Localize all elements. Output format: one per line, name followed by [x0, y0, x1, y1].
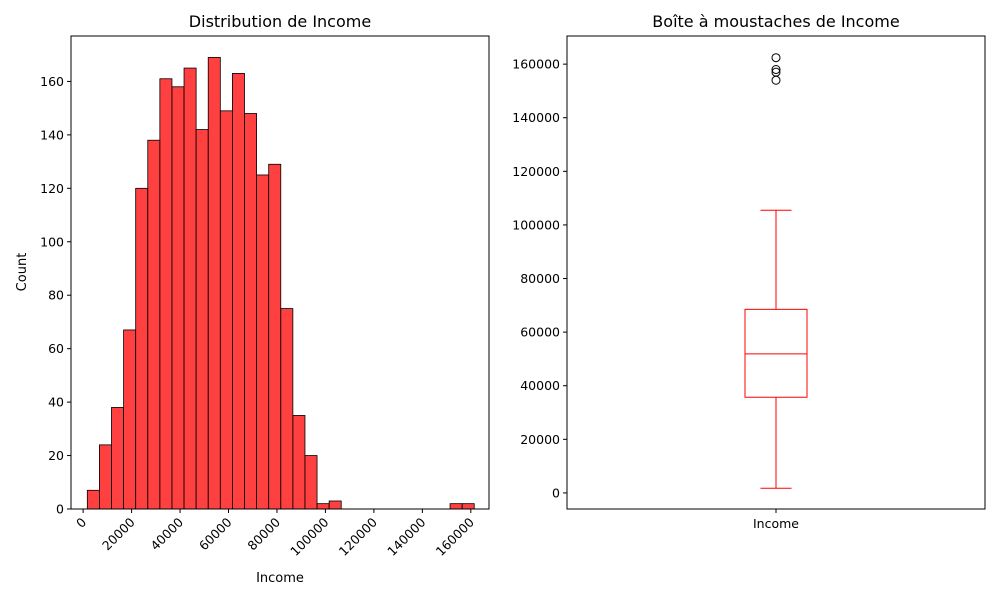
- histogram-x-tick-label: 20000: [99, 514, 138, 553]
- boxplot-outlier: [771, 64, 781, 74]
- histogram-bar: [280, 308, 294, 510]
- histogram-x-tick-label: 140000: [384, 514, 428, 558]
- histogram-bar: [207, 56, 221, 510]
- histogram-title: Distribution de Income: [189, 12, 371, 31]
- histogram-bars: [86, 56, 475, 510]
- histogram-bar: [159, 78, 173, 510]
- histogram-bar: [292, 415, 306, 510]
- histogram-x-tick-label: 120000: [336, 514, 380, 558]
- histogram-bar: [304, 455, 318, 510]
- histogram-bar: [328, 500, 342, 510]
- histogram-x-tick-label: 0: [73, 514, 89, 530]
- boxplot-y-tick-label: 100000: [512, 217, 560, 232]
- histogram-bar: [449, 503, 463, 510]
- histogram-y-axis: 0 20 40 60 80 100 120 140 160: [40, 74, 71, 517]
- boxplot-outlier: [771, 75, 781, 85]
- histogram-bar: [86, 489, 100, 510]
- histogram-bar: [219, 110, 233, 510]
- histogram-bar: [123, 329, 137, 510]
- histogram-y-tick-label: 0: [56, 502, 64, 517]
- histogram-chart: Distribution de Income 0 20 40 60 80 100 120 14…: [15, 12, 490, 586]
- histogram-bar: [195, 129, 209, 510]
- histogram-x-tick-label: 80000: [244, 514, 283, 553]
- histogram-bar: [316, 503, 330, 510]
- histogram-bar: [256, 174, 270, 510]
- histogram-y-tick-label: 100: [40, 234, 64, 249]
- boxplot-y-tick-label: 160000: [512, 57, 560, 72]
- histogram-x-tick-label: 40000: [147, 514, 186, 553]
- histogram-y-tick-label: 140: [40, 127, 64, 142]
- boxplot-outlier: [771, 53, 781, 63]
- histogram-y-tick-label: 60: [48, 341, 64, 356]
- histogram-y-tick-label: 120: [40, 181, 64, 196]
- histogram-frame: [70, 35, 490, 510]
- boxplot-y-tick-label: 80000: [520, 271, 560, 286]
- boxplot-y-tick-label: 140000: [512, 110, 560, 125]
- histogram-y-tick-label: 40: [48, 395, 64, 410]
- boxplot-y-tick-label: 20000: [520, 432, 560, 447]
- histogram-x-axis: 0 20000 40000 60000 80000 100000 120000 140000 1…: [73, 509, 477, 559]
- boxplot-category-label: Income: [753, 516, 799, 531]
- boxplot-y-axis: 0 20000 40000 60000 80000 100000 120000 140000 1…: [512, 57, 567, 500]
- boxplot-title: Boîte à moustaches de Income: [652, 12, 899, 31]
- boxplot-marks: [744, 53, 808, 489]
- boxplot-y-tick-label: 40000: [520, 378, 560, 393]
- histogram-y-tick-label: 20: [48, 448, 64, 463]
- histogram-bar: [461, 503, 475, 510]
- histogram-bar: [244, 113, 257, 510]
- histogram-bar: [98, 444, 112, 510]
- histogram-bar: [135, 187, 149, 510]
- histogram-bar: [147, 139, 161, 510]
- boxplot-outlier: [771, 67, 781, 77]
- boxplot-y-tick-label: 0: [552, 485, 560, 500]
- boxplot-chart: Boîte à moustaches de Income 0 20000 40000…: [512, 12, 986, 531]
- histogram-x-tick-label: 160000: [433, 514, 477, 558]
- histogram-x-tick-label: 100000: [287, 514, 331, 558]
- histogram-ylabel: Count: [15, 253, 30, 292]
- boxplot-y-tick-label: 60000: [520, 325, 560, 340]
- histogram-x-tick-label: 60000: [196, 514, 235, 553]
- histogram-y-tick-label: 160: [40, 74, 64, 89]
- histogram-bar: [268, 163, 282, 510]
- histogram-xlabel: Income: [256, 571, 304, 586]
- boxplot-y-tick-label: 120000: [512, 164, 560, 179]
- histogram-y-tick-label: 80: [48, 288, 64, 303]
- histogram-bar: [111, 407, 124, 510]
- histogram-bar: [183, 67, 197, 510]
- histogram-bar: [232, 73, 245, 510]
- boxplot-box: [744, 308, 808, 398]
- histogram-bar: [171, 86, 185, 510]
